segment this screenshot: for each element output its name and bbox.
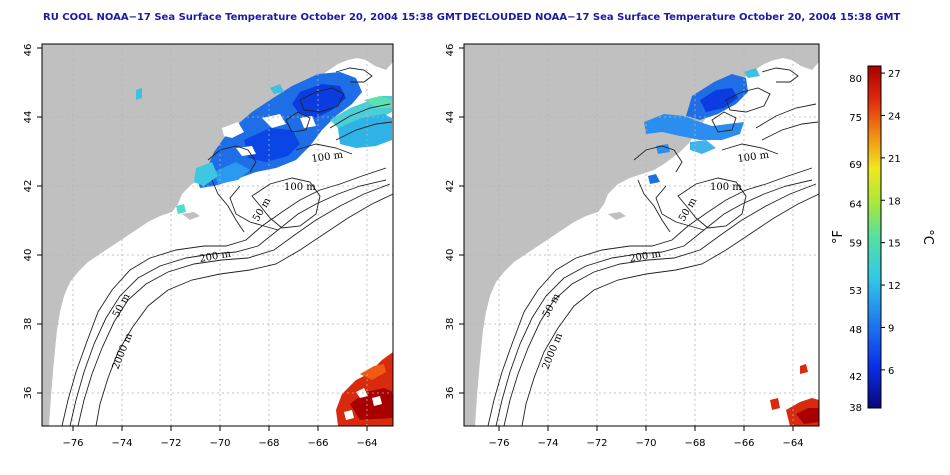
left-map-frame [41,43,394,427]
right-sst-map: 100 m 100 m 50 m 200 m 50 m 2000 m −76 −… [445,43,820,449]
lon-tick-label: −64 [356,438,377,449]
isobaths-right [487,67,819,426]
lat-tick-label: 42 [445,180,456,193]
celsius-tick-label: 27 [888,69,901,80]
fahrenheit-unit-label: °F [831,230,846,244]
fahrenheit-tick-label: 75 [849,113,862,124]
lon-tick-label: −66 [733,438,754,449]
sst-data-gulfstream [770,364,819,426]
lat-tick-label: 40 [23,249,34,262]
fahrenheit-ticks: 80 75 69 64 59 53 48 42 38 [849,74,862,414]
celsius-tick-label: 12 [888,281,901,292]
celsius-ticks: 27 24 21 18 15 12 9 6 [881,69,901,377]
contour-label-100m-lower: 100 m [710,182,742,193]
lon-tick-label: −74 [537,438,558,449]
celsius-tick-label: 15 [888,239,901,250]
temperature-colorbar: 80 75 69 64 59 53 48 42 38 27 24 21 18 15 12 9 6 °F °C [831,65,935,414]
celsius-unit-label: °C [920,229,935,245]
contour-label-100m-lower: 100 m [284,182,316,193]
lon-tick-label: −64 [782,438,803,449]
celsius-tick-label: 6 [888,366,894,377]
fahrenheit-tick-label: 53 [849,286,862,297]
left-map-title: RU COOL NOAA−17 Sea Surface Temperature … [43,12,462,23]
contour-label-100m-upper: 100 m [737,150,770,165]
lon-tick-label: −70 [209,438,230,449]
lat-tick-label: 42 [23,180,34,193]
lon-tick-label: −68 [684,438,705,449]
graticule-left [42,44,393,426]
left-sst-map: 100 m 100 m 50 m 200 m 50 m 2000 m −76 −… [23,43,394,449]
lat-tick-label: 38 [23,318,34,331]
colorbar-gradient [867,65,882,409]
isobath-labels-right: 100 m 100 m 50 m 200 m 50 m 2000 m [541,150,771,372]
right-map-title: DECLOUDED NOAA−17 Sea Surface Temperatur… [463,12,901,23]
sst-data-northern [136,72,392,214]
lat-tick-label: 46 [23,44,34,57]
right-map-frame [463,43,820,427]
fahrenheit-tick-label: 69 [849,160,862,171]
contour-label-100m-upper: 100 m [311,150,344,165]
lon-tick-label: −72 [160,438,181,449]
isobaths-left [61,67,393,426]
celsius-tick-label: 21 [888,154,901,165]
lat-tick-label: 36 [445,387,456,400]
lat-tick-label: 44 [23,111,34,124]
lat-tick-label: 40 [445,249,456,262]
lat-tick-label: 46 [445,44,456,57]
lon-tick-label: −72 [586,438,607,449]
celsius-tick-label: 24 [888,111,901,122]
lon-tick-label: −76 [62,438,83,449]
lat-tick-label: 44 [445,111,456,124]
fahrenheit-tick-label: 48 [849,325,862,336]
fahrenheit-tick-label: 38 [849,403,862,414]
right-lon-tick-labels: −76 −74 −72 −70 −68 −66 −64 [488,438,803,449]
fahrenheit-tick-label: 42 [849,372,862,383]
north-america-landmass [464,44,819,426]
celsius-tick-label: 18 [888,196,901,207]
lon-tick-label: −74 [111,438,132,449]
sst-data-northern [644,68,760,184]
lon-tick-label: −68 [258,438,279,449]
lat-tick-label: 36 [23,387,34,400]
fahrenheit-tick-label: 80 [849,74,862,85]
lon-tick-label: −76 [488,438,509,449]
left-lon-tick-labels: −76 −74 −72 −70 −68 −66 −64 [62,438,377,449]
celsius-tick-label: 9 [888,323,894,334]
sst-data-gulfstream [336,352,393,426]
lat-tick-label: 38 [445,318,456,331]
lon-tick-label: −66 [307,438,328,449]
right-lat-tick-labels: 36 38 40 42 44 46 [445,44,456,400]
left-lat-tick-labels: 36 38 40 42 44 46 [23,44,34,400]
north-america-landmass [42,44,393,426]
lon-tick-label: −70 [635,438,656,449]
fahrenheit-tick-label: 64 [849,199,862,210]
fahrenheit-tick-label: 59 [849,239,862,250]
